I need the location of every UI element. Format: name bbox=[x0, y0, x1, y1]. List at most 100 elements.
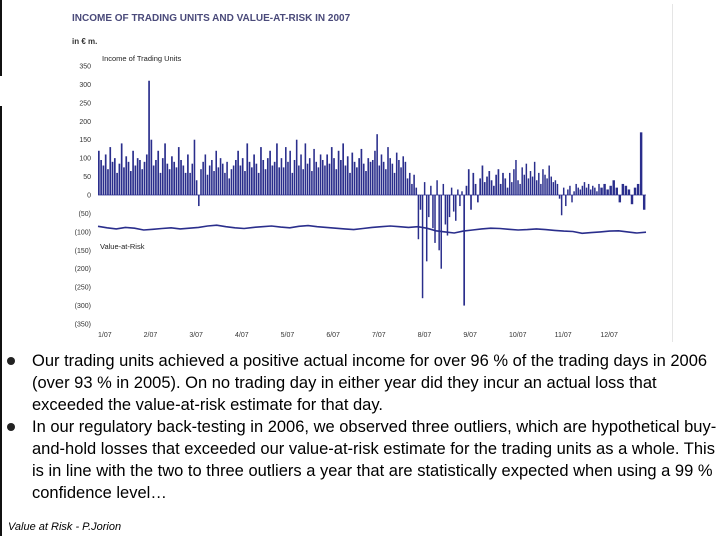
income-bar bbox=[519, 183, 521, 195]
income-bar bbox=[413, 174, 415, 195]
series-label-var: Value-at-Risk bbox=[100, 242, 145, 251]
income-bar bbox=[180, 159, 182, 195]
income-bar bbox=[173, 161, 176, 195]
income-bar bbox=[544, 174, 546, 195]
income-bar bbox=[120, 143, 123, 195]
income-bar bbox=[434, 195, 436, 243]
income-bar bbox=[600, 187, 603, 195]
income-bar bbox=[573, 191, 575, 195]
chart-title: INCOME OF TRADING UNITS AND VALUE-AT-RIS… bbox=[72, 13, 351, 24]
income-bar bbox=[592, 185, 594, 195]
income-bar bbox=[495, 174, 497, 195]
income-bar bbox=[285, 147, 287, 195]
income-bar bbox=[123, 167, 125, 195]
income-bar bbox=[273, 161, 276, 195]
income-bar bbox=[177, 147, 180, 195]
income-bar bbox=[450, 187, 453, 195]
income-bar bbox=[452, 195, 455, 212]
chart-panel: INCOME OF TRADING UNITS AND VALUE-AT-RIS… bbox=[60, 4, 673, 342]
income-bar bbox=[455, 195, 457, 221]
x-tick-label: 4/07 bbox=[235, 332, 249, 339]
income-bar bbox=[533, 161, 536, 195]
income-bar bbox=[521, 167, 523, 195]
income-bar bbox=[529, 171, 532, 195]
income-bar bbox=[463, 195, 466, 306]
income-bar bbox=[226, 161, 228, 195]
income-bar bbox=[481, 165, 484, 195]
income-bar bbox=[627, 189, 631, 195]
income-bar bbox=[470, 195, 472, 210]
income-bar bbox=[195, 180, 198, 195]
income-bar bbox=[408, 172, 411, 195]
income-bar bbox=[430, 185, 432, 195]
income-bar bbox=[569, 185, 571, 195]
y-tick-label: 350 bbox=[79, 64, 91, 71]
income-bar bbox=[211, 159, 213, 195]
income-bar bbox=[278, 167, 281, 195]
income-bar bbox=[340, 159, 342, 195]
income-bar bbox=[372, 159, 374, 195]
income-bar bbox=[575, 183, 577, 195]
bullet-dot-icon bbox=[7, 357, 15, 365]
income-bar bbox=[618, 195, 622, 203]
income-bar bbox=[132, 150, 134, 195]
income-bar bbox=[326, 154, 329, 195]
income-bar bbox=[398, 159, 400, 195]
x-tick-label: 6/07 bbox=[326, 332, 340, 339]
bullet-text-2: In our regulatory back-testing in 2006, … bbox=[32, 418, 717, 502]
income-bar bbox=[315, 161, 318, 195]
income-bar bbox=[155, 159, 157, 195]
income-bar bbox=[244, 171, 246, 195]
income-bar bbox=[479, 178, 481, 195]
income-bar bbox=[104, 154, 107, 195]
income-bar bbox=[419, 195, 422, 210]
income-bar bbox=[550, 176, 552, 195]
income-bar bbox=[615, 187, 618, 195]
footer-source: Value at Risk - P.Jorion bbox=[8, 521, 122, 533]
income-bar bbox=[182, 165, 185, 195]
y-tick-label: 300 bbox=[79, 82, 91, 89]
y-tick-label: 150 bbox=[79, 137, 91, 144]
x-tick-label: 10/07 bbox=[509, 332, 527, 339]
income-bar bbox=[248, 161, 251, 195]
income-bar bbox=[349, 172, 351, 195]
income-bar bbox=[393, 172, 396, 195]
income-bar bbox=[295, 139, 298, 195]
income-bar bbox=[102, 165, 105, 195]
income-bar bbox=[538, 172, 540, 195]
income-bar bbox=[168, 169, 171, 195]
income-bar bbox=[542, 169, 544, 195]
income-bar bbox=[587, 183, 590, 195]
income-bar bbox=[642, 195, 646, 210]
income-bar bbox=[432, 195, 434, 229]
income-bar bbox=[488, 171, 491, 195]
income-bar bbox=[159, 172, 162, 195]
income-bar bbox=[612, 180, 615, 195]
income-bar bbox=[630, 195, 634, 205]
income-bar bbox=[621, 183, 625, 195]
income-bar bbox=[319, 154, 322, 195]
income-bar bbox=[389, 158, 391, 195]
income-bar bbox=[540, 183, 542, 195]
chart-unit-label: in € m. bbox=[72, 37, 97, 46]
income-bar bbox=[535, 180, 538, 195]
bullet-item-1: Our trading units achieved a positive ac… bbox=[6, 350, 718, 416]
income-bar bbox=[125, 156, 128, 195]
y-tick-label: (50) bbox=[79, 211, 91, 218]
income-bar bbox=[415, 187, 418, 195]
income-bar bbox=[308, 158, 311, 195]
income-bar bbox=[374, 150, 376, 195]
income-bar bbox=[171, 156, 173, 195]
income-bar bbox=[100, 159, 102, 195]
series-label-income: Income of Trading Units bbox=[102, 54, 181, 63]
income-bar bbox=[217, 167, 220, 195]
income-bar bbox=[448, 195, 451, 218]
income-bar bbox=[324, 165, 326, 195]
income-bar bbox=[230, 169, 233, 195]
income-bar bbox=[262, 159, 265, 195]
income-bar bbox=[202, 161, 204, 195]
income-bar bbox=[423, 182, 426, 195]
x-tick-label: 7/07 bbox=[372, 332, 386, 339]
income-bar bbox=[317, 167, 320, 195]
income-bar bbox=[606, 189, 609, 195]
